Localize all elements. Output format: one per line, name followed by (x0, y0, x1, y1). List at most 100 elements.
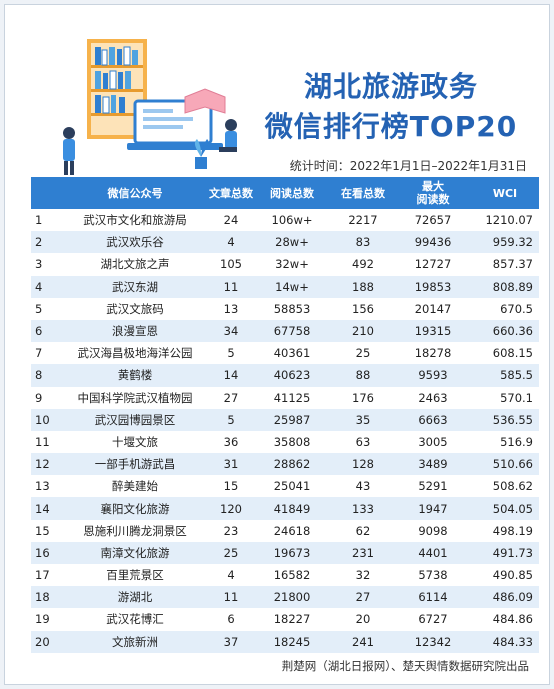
reads-cell: 28862 (273, 457, 311, 472)
articles-cell: 13 (223, 301, 239, 316)
header-name: 微信公众号 (107, 187, 163, 200)
articles-cell: 5 (227, 346, 235, 361)
rank-cell: 7 (35, 346, 43, 361)
articles-cell: 11 (223, 279, 239, 294)
max-reads-cell: 6727 (418, 612, 448, 627)
table-row: 16 南漳文化旅游 25 19673 231 4401 491.73 (31, 541, 539, 564)
reads-cell: 14w+ (275, 279, 309, 294)
rank-cell: 20 (35, 634, 50, 649)
watching-cell: 241 (352, 634, 374, 649)
header-max-reads-line2: 阅读数 (416, 193, 450, 206)
page-title-line1: 湖北旅游政务 (303, 70, 478, 103)
table-header: 微信公众号 文章总数 阅读总数 在看总数 最大 阅读数 WCI (31, 177, 539, 209)
max-reads-cell: 12727 (414, 257, 452, 272)
reads-cell: 21800 (273, 590, 311, 605)
wci-cell: 857.37 (492, 257, 533, 272)
rank-cell: 15 (35, 523, 50, 538)
reads-cell: 40361 (273, 346, 311, 361)
name-cell: 醉美建始 (112, 479, 158, 494)
watching-cell: 128 (352, 457, 374, 472)
max-reads-cell: 12342 (414, 634, 452, 649)
name-cell: 中国科学院武汉植物园 (77, 390, 193, 405)
table-row: 7 武汉海昌极地海洋公园 5 40361 25 18278 608.15 (31, 342, 539, 365)
watching-cell: 20 (355, 612, 371, 627)
table-row: 17 百里荒景区 4 16582 32 5738 490.85 (31, 564, 539, 587)
max-reads-cell: 1947 (418, 501, 448, 516)
max-reads-cell: 19853 (414, 279, 452, 294)
reads-cell: 41849 (273, 501, 311, 516)
table-row: 14 襄阳文化旅游 120 41849 133 1947 504.05 (31, 497, 539, 520)
name-cell: 十堰文旅 (112, 434, 158, 449)
wci-cell: 508.62 (492, 479, 533, 494)
articles-cell: 11 (223, 590, 239, 605)
watching-cell: 492 (352, 257, 374, 272)
name-cell: 武汉市文化和旅游局 (83, 213, 187, 228)
watching-cell: 62 (355, 523, 371, 538)
reads-cell: 28w+ (275, 235, 309, 250)
watching-cell: 43 (355, 479, 371, 494)
watching-cell: 156 (352, 301, 374, 316)
table-row: 9 中国科学院武汉植物园 27 41125 176 2463 570.1 (31, 386, 539, 409)
articles-cell: 23 (223, 523, 239, 538)
watching-cell: 27 (355, 590, 371, 605)
rank-cell: 19 (35, 612, 50, 627)
header-watching: 在看总数 (341, 187, 385, 200)
table-row: 18 游湖北 11 21800 27 6114 486.09 (31, 586, 539, 609)
wci-cell: 491.73 (492, 545, 533, 560)
table-row: 2 武汉欢乐谷 4 28w+ 83 99436 959.32 (31, 231, 539, 254)
stat-time: 统计时间：2022年1月1日–2022年1月31日 (289, 159, 527, 173)
name-cell: 一部手机游武昌 (94, 457, 176, 472)
table-row: 20 文旅新洲 37 18245 241 12342 484.33 (31, 630, 539, 653)
articles-cell: 6 (227, 612, 235, 627)
max-reads-cell: 5738 (418, 568, 448, 583)
name-cell: 南漳文化旅游 (100, 545, 170, 560)
rank-cell: 18 (35, 590, 50, 605)
max-reads-cell: 6114 (418, 590, 448, 605)
watching-cell: 133 (352, 501, 374, 516)
reads-cell: 18245 (273, 634, 311, 649)
max-reads-cell: 4401 (418, 545, 448, 560)
ranking-table: 微信公众号 文章总数 阅读总数 在看总数 最大 阅读数 WCI 1 武汉市文化和旅… (31, 177, 539, 653)
rank-cell: 9 (35, 390, 43, 405)
table-row: 13 醉美建始 15 25041 43 5291 508.62 (31, 475, 539, 498)
articles-cell: 24 (223, 213, 239, 228)
wci-cell: 510.66 (492, 457, 533, 472)
reading-people-icon (63, 39, 237, 175)
reads-cell: 41125 (273, 390, 311, 405)
header-reads: 阅读总数 (270, 187, 314, 200)
wci-cell: 484.33 (492, 634, 533, 649)
rank-cell: 12 (35, 457, 50, 472)
articles-cell: 4 (227, 235, 235, 250)
articles-cell: 27 (223, 390, 239, 405)
max-reads-cell: 3489 (418, 457, 448, 472)
header-max-reads: 最大 阅读数 (395, 180, 471, 206)
rank-cell: 8 (35, 368, 43, 383)
rank-cell: 3 (35, 257, 43, 272)
table-row: 1 武汉市文化和旅游局 24 106w+ 2217 72657 1210.07 (31, 209, 539, 232)
wci-cell: 608.15 (492, 346, 533, 361)
articles-cell: 14 (223, 368, 239, 383)
reads-cell: 25041 (273, 479, 311, 494)
rank-cell: 6 (35, 324, 43, 339)
max-reads-cell: 6663 (418, 412, 448, 427)
articles-cell: 15 (223, 479, 239, 494)
max-reads-cell: 18278 (414, 346, 452, 361)
table-row: 19 武汉花博汇 6 18227 20 6727 484.86 (31, 608, 539, 631)
max-reads-cell: 9098 (418, 523, 448, 538)
name-cell: 黄鹤楼 (117, 368, 153, 383)
rank-cell: 4 (35, 279, 43, 294)
watching-cell: 63 (355, 434, 371, 449)
wci-cell: 670.5 (500, 301, 533, 316)
watching-cell: 176 (352, 390, 374, 405)
wci-cell: 484.86 (492, 612, 533, 627)
reads-cell: 35808 (273, 434, 311, 449)
wci-cell: 959.32 (492, 235, 533, 250)
rank-cell: 13 (35, 479, 50, 494)
name-cell: 浪漫宣恩 (112, 324, 158, 339)
bookshelf-illustration (35, 17, 245, 177)
watching-cell: 188 (352, 279, 374, 294)
reads-cell: 18227 (273, 612, 311, 627)
table-row: 11 十堰文旅 36 35808 63 3005 516.9 (31, 430, 539, 454)
rank-cell: 14 (35, 501, 50, 516)
articles-cell: 4 (227, 568, 235, 583)
